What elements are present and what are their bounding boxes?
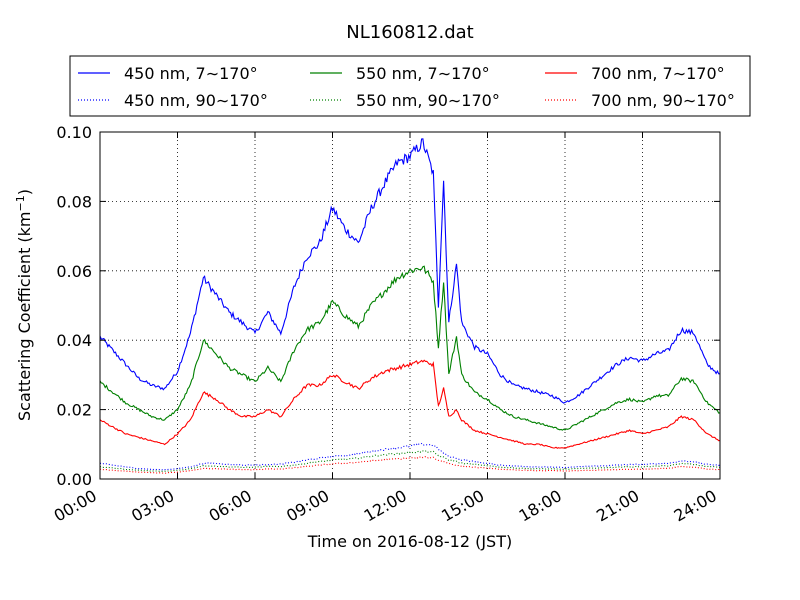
legend-label-3: 450 nm, 90∼170°: [124, 91, 268, 110]
legend: 450 nm, 7∼170° 550 nm, 7∼170° 700 nm, 7∼17…: [69, 55, 751, 117]
series-layer: [99, 138, 721, 474]
series-line-2: [99, 359, 721, 449]
grid: [100, 132, 720, 479]
y-axis-label-main: Scattering Coefficient (km: [15, 211, 34, 421]
y-tick-label: 0.10: [56, 123, 92, 142]
y-tick-label: 0.02: [56, 401, 92, 420]
x-tick-label: 24:00: [671, 486, 720, 526]
series-line-4: [99, 450, 721, 472]
chart-title: NL160812.dat: [346, 22, 473, 43]
legend-label-4: 550 nm, 90∼170°: [356, 91, 500, 110]
legend-label-5: 700 nm, 90∼170°: [591, 91, 735, 110]
legend-box: [69, 55, 751, 117]
x-tick-label: 06:00: [206, 486, 255, 526]
x-tick-label: 21:00: [593, 486, 642, 526]
legend-label-2: 700 nm, 7∼170°: [591, 64, 725, 83]
x-tick-label: 09:00: [283, 486, 332, 526]
y-tick-label: 0.04: [56, 331, 92, 350]
y-tick-label: 0.00: [56, 470, 92, 489]
legend-label-0: 450 nm, 7∼170°: [124, 64, 258, 83]
x-tick-label: 15:00: [438, 486, 487, 526]
x-tick-label: 12:00: [361, 486, 410, 526]
x-axis-label: Time on 2016-08-12 (JST): [307, 532, 512, 551]
x-tick-label: 00:00: [51, 486, 100, 526]
y-axis-label-unit-sup: −1: [14, 195, 27, 211]
legend-label-1: 550 nm, 7∼170°: [356, 64, 490, 83]
y-axis-label-close: ): [15, 189, 34, 195]
series-line-5: [99, 455, 720, 474]
series-line-0: [99, 138, 720, 404]
y-tick-label: 0.06: [56, 262, 92, 281]
y-axis: 0.00 0.02 0.04 0.06 0.08 0.10: [56, 123, 720, 489]
y-tick-label: 0.08: [56, 192, 92, 211]
y-axis-label: Scattering Coefficient (km−1): [14, 189, 34, 421]
series-line-1: [99, 265, 721, 431]
x-tick-label: 03:00: [128, 486, 177, 526]
x-tick-label: 18:00: [516, 486, 565, 526]
